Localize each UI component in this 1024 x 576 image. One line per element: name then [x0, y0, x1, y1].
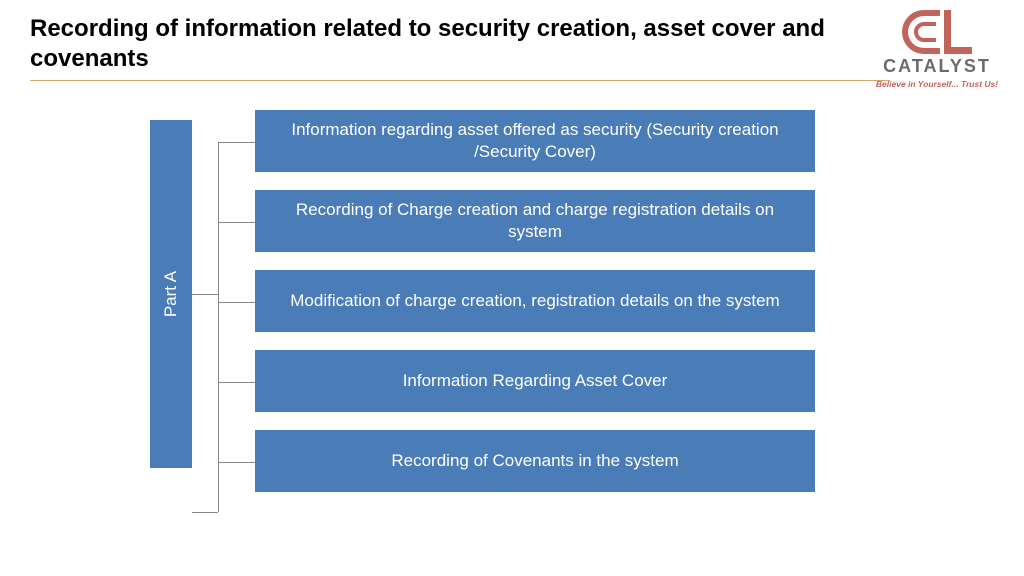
tree-root-label: Part A: [161, 271, 181, 317]
tree-item-label: Modification of charge creation, registr…: [290, 290, 779, 312]
header: Recording of information related to secu…: [0, 0, 1024, 89]
tree-branch-line: [218, 222, 255, 223]
tree-item-label: Recording of Charge creation and charge …: [273, 199, 797, 243]
tree-item-label: Information Regarding Asset Cover: [403, 370, 668, 392]
logo-mark-icon: [872, 10, 1002, 54]
tree-item: Modification of charge creation, registr…: [255, 270, 815, 332]
logo-text: CATALYST: [872, 56, 1002, 77]
tree-branch-line: [192, 512, 218, 513]
tree-branch-line: [218, 142, 255, 143]
diagram: Part A Information regarding asset offer…: [150, 110, 870, 550]
tree-root: Part A: [150, 120, 192, 468]
logo-tagline: Believe in Yourself... Trust Us!: [872, 79, 1002, 89]
tree-item: Recording of Charge creation and charge …: [255, 190, 815, 252]
tree-branch-line: [218, 302, 255, 303]
logo: CATALYST Believe in Yourself... Trust Us…: [872, 10, 1002, 89]
divider: [30, 80, 890, 81]
tree-trunk-line: [218, 142, 219, 512]
page-title: Recording of information related to secu…: [30, 14, 850, 74]
tree-item: Information Regarding Asset Cover: [255, 350, 815, 412]
tree-branch-line: [218, 382, 255, 383]
tree-branch-line: [218, 462, 255, 463]
tree-item: Information regarding asset offered as s…: [255, 110, 815, 172]
tree-stub-line: [192, 294, 218, 295]
tree-items: Information regarding asset offered as s…: [255, 110, 815, 510]
tree-item-label: Information regarding asset offered as s…: [273, 119, 797, 163]
tree-item: Recording of Covenants in the system: [255, 430, 815, 492]
tree-item-label: Recording of Covenants in the system: [391, 450, 678, 472]
